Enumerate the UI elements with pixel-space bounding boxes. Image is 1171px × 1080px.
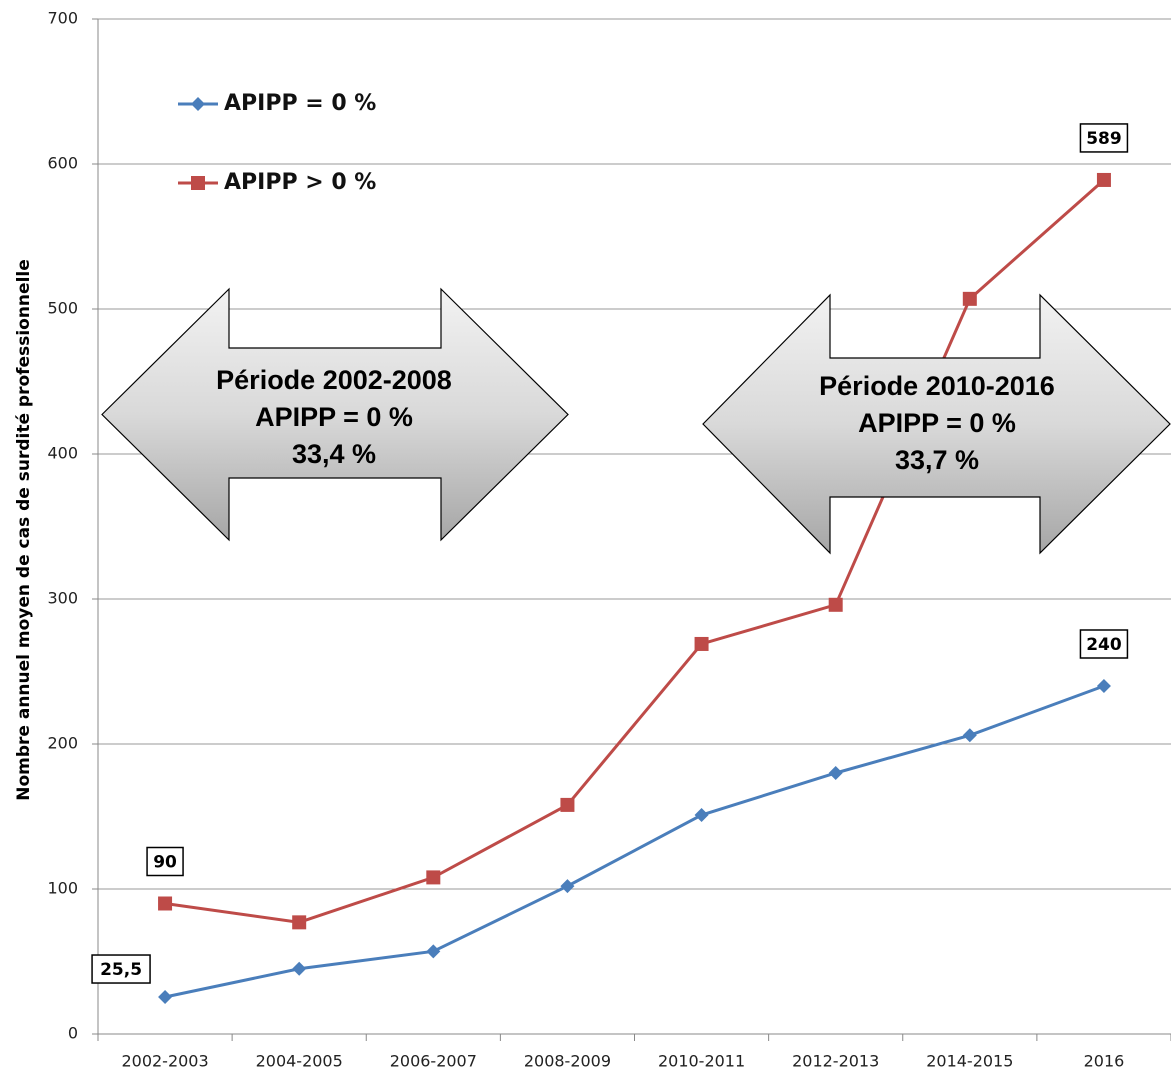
value-label: 90 [153,853,177,873]
x-tick-label: 2002-2003 [121,1052,208,1071]
marker [560,797,575,812]
annotation-text: 33,7 % [895,445,979,475]
y-tick-label: 700 [47,9,78,28]
marker [1096,172,1111,187]
marker [1096,679,1111,693]
y-tick-label: 400 [47,444,78,463]
annotation-text: Période 2002-2008 [216,365,452,395]
legend-label: APIPP > 0 % [224,170,376,195]
annotation-text: Période 2010-2016 [819,371,1055,401]
marker [560,879,575,894]
x-tick-label: 2006-2007 [390,1052,477,1071]
marker [694,636,709,651]
marker [292,961,307,976]
marker [426,944,441,959]
annotation-text: 33,4 % [292,439,376,469]
double-arrow [101,287,569,542]
legend-marker [191,176,205,190]
marker [426,870,441,885]
y-tick-label: 200 [47,734,78,753]
x-tick-label: 2010-2011 [658,1052,745,1071]
x-tick-label: 2004-2005 [256,1052,343,1071]
y-tick-label: 0 [68,1024,78,1043]
value-label-box [1079,629,1129,659]
value-label-box [1079,123,1129,153]
marker [962,291,977,306]
double-arrow [702,293,1171,555]
annotation-text: APIPP = 0 % [858,408,1016,438]
x-tick-label: 2008-2009 [524,1052,611,1071]
series-line [164,684,1105,999]
series-line [164,178,1105,924]
x-tick-label: 2016 [1084,1052,1125,1071]
x-tick-label: 2014-2015 [926,1052,1013,1071]
legend-label: APIPP = 0 % [224,91,376,116]
annotation-text: APIPP = 0 % [255,402,413,432]
marker [158,990,173,1005]
x-tick-label: 2012-2013 [792,1052,879,1071]
marker [158,896,173,911]
marker [828,766,843,780]
value-label: 589 [1086,129,1122,149]
value-label: 25,5 [100,960,142,980]
y-axis-label: Nombre annuel moyen de cas de surdité pr… [14,259,34,801]
y-tick-label: 300 [47,589,78,608]
value-label-box [146,846,184,877]
y-tick-label: 100 [47,879,78,898]
value-label-box [91,954,151,984]
y-tick-label: 500 [47,299,78,318]
marker [292,915,307,930]
marker [962,728,977,743]
value-label: 240 [1086,635,1122,655]
marker [828,597,843,612]
legend-marker [191,97,205,111]
y-tick-label: 600 [47,154,78,173]
marker [694,808,709,823]
